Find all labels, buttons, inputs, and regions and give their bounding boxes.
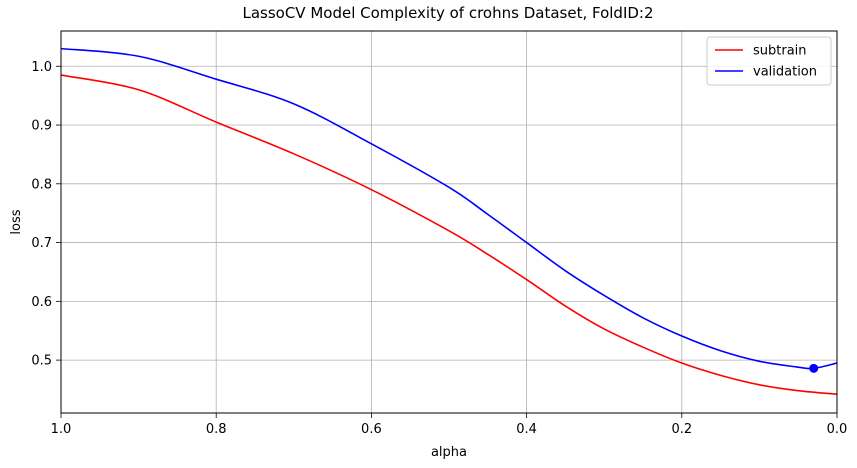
y-tick-label: 0.9 (31, 119, 52, 134)
x-axis-label: alpha (431, 445, 467, 460)
x-tick-label: 0.8 (206, 422, 227, 437)
subtrain-line (61, 74, 837, 395)
legend-box (706, 36, 832, 86)
y-tick-label: 0.6 (31, 295, 52, 310)
y-tick-label: 0.7 (31, 236, 52, 251)
legend: subtrain validation (706, 36, 832, 86)
series-layer (61, 47, 837, 395)
y-tick-label: 1.0 (31, 60, 52, 75)
plot-frame (60, 30, 838, 414)
ticks: 1.0 0.8 0.6 0.4 0.2 0.0 0.5 0.6 0.7 0.8 0.9 1.0 (31, 60, 847, 437)
chart-title: LassoCV Model Complexity of crohns Datas… (242, 4, 653, 22)
legend-label-subtrain: subtrain (753, 44, 807, 59)
y-tick-label: 0.8 (31, 177, 52, 192)
x-tick-label: 0.4 (516, 422, 537, 437)
minimum-marker (809, 363, 819, 373)
x-tick-label: 0.2 (671, 422, 692, 437)
x-tick-label: 0.6 (361, 422, 382, 437)
legend-label-validation: validation (753, 65, 817, 80)
validation-line (61, 47, 837, 370)
y-axis-label: loss (9, 209, 24, 234)
x-tick-label: 0.0 (827, 422, 848, 437)
y-tick-label: 0.5 (31, 354, 52, 369)
x-tick-label: 1.0 (51, 422, 72, 437)
grid (60, 31, 838, 413)
